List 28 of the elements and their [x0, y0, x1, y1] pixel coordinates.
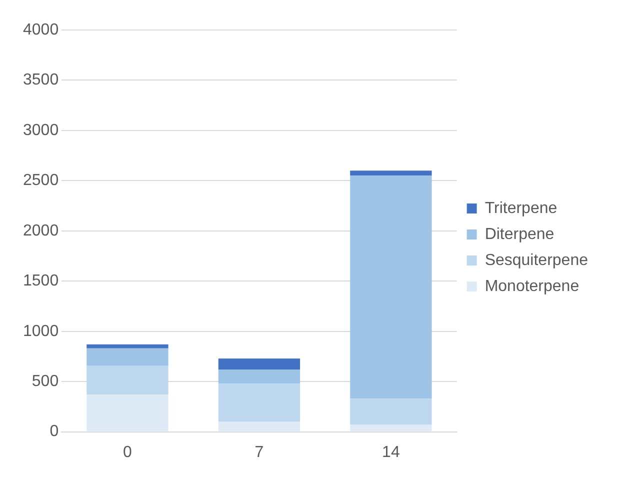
bar [350, 398, 432, 425]
bar [350, 170, 432, 176]
bar [86, 348, 168, 366]
y-tick-label: 500 [32, 372, 59, 390]
bar [218, 358, 300, 370]
legend-label: Monoterpene [484, 278, 580, 295]
bar [86, 394, 168, 432]
bar [350, 424, 432, 432]
y-tick-label: 4000 [23, 21, 59, 38]
y-tick-label: 2000 [23, 222, 59, 240]
legend-label: Sesquiterpene [484, 252, 588, 269]
y-tick-label: 3500 [23, 72, 59, 89]
bar [218, 384, 300, 422]
bar [350, 176, 432, 399]
x-tick-label: 0 [123, 444, 132, 461]
bar [86, 366, 168, 395]
x-tick-label: 14 [382, 444, 400, 461]
y-tick-label: 1500 [23, 272, 59, 290]
y-tick-label: 1000 [23, 322, 59, 340]
legend-label: Diterpene [484, 226, 554, 243]
y-tick-label: 3000 [23, 122, 59, 139]
x-tick-label: 7 [254, 444, 264, 461]
bar [218, 422, 300, 432]
bar [86, 344, 168, 348]
legend-label: Triterpene [484, 200, 558, 217]
y-tick-label: 0 [50, 423, 59, 440]
y-tick-label: 2500 [23, 172, 59, 190]
bar [218, 370, 300, 384]
